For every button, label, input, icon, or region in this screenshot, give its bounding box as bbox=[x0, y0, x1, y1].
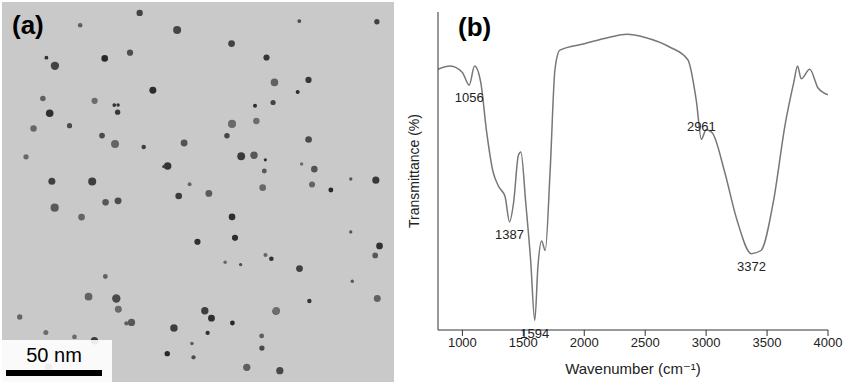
html-text:(b): (b) bbox=[458, 12, 492, 42]
svg-text:(a): (a) bbox=[12, 10, 44, 40]
svg-text:1594: 1594 bbox=[520, 326, 549, 341]
svg-text:4000: 4000 bbox=[814, 335, 843, 350]
svg-text:1000: 1000 bbox=[448, 335, 477, 350]
svg-text:3372: 3372 bbox=[737, 259, 766, 274]
svg-text:2961: 2961 bbox=[687, 119, 716, 134]
svg-text:Transmittance (%): Transmittance (%) bbox=[406, 114, 422, 228]
svg-text:50 nm: 50 nm bbox=[26, 344, 82, 366]
svg-text:1500: 1500 bbox=[508, 335, 538, 351]
svg-text:2500: 2500 bbox=[631, 335, 660, 350]
svg-text:Wavenumber (cm⁻¹): Wavenumber (cm⁻¹) bbox=[565, 360, 701, 377]
svg-text:1056: 1056 bbox=[455, 90, 484, 105]
svg-text:2000: 2000 bbox=[570, 335, 599, 350]
svg-text:1387: 1387 bbox=[495, 227, 524, 242]
svg-text:3500: 3500 bbox=[753, 335, 782, 350]
svg-text:3000: 3000 bbox=[692, 335, 721, 350]
